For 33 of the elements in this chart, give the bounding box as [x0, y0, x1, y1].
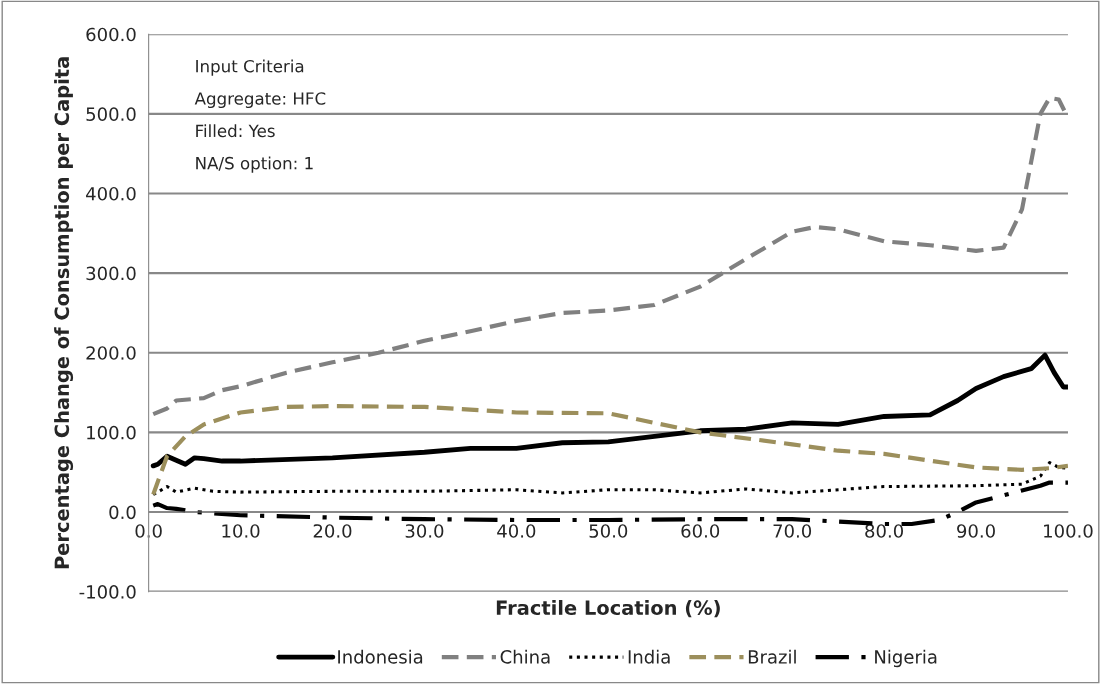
y-tick-label: 500.0	[86, 107, 136, 121]
x-tick-label: 90.0	[957, 524, 995, 538]
line-series	[151, 461, 1068, 497]
x-tick-label: 10.0	[222, 524, 260, 538]
annotation: Filled: Yes	[196, 124, 275, 138]
annotation: NA/S option: 1	[196, 156, 313, 173]
annotation: Input Criteria	[196, 59, 304, 76]
y-tick-label: 400.0	[86, 186, 136, 201]
legend-label: Nigeria	[875, 649, 937, 668]
x-tick-label: 100.0	[1044, 524, 1093, 538]
legend-label: China	[500, 649, 550, 664]
line-series	[150, 352, 1068, 469]
line-series	[151, 404, 1068, 497]
x-tick-label: 40.0	[497, 524, 536, 538]
legend-label: Brazil	[748, 649, 796, 664]
x-tick-label: 30.0	[405, 524, 444, 538]
annotation: Aggregate: HFC	[194, 92, 326, 109]
x-tick-label: 60.0	[681, 524, 720, 538]
y-tick-label: -100.0	[79, 585, 136, 599]
x-tick-label: 0.0	[135, 524, 162, 538]
y-axis-title: Percentage Change of Consumption per Capita	[54, 57, 74, 569]
y-tick-label: 600.0	[86, 27, 136, 42]
x-tick-label: 20.0	[313, 524, 352, 538]
y-tick-label: 0.0	[109, 505, 136, 520]
y-tick-label: 100.0	[87, 425, 136, 440]
legend-label: Indonesia	[338, 649, 423, 664]
x-tick-label: 70.0	[773, 524, 812, 538]
y-tick-label: 300.0	[86, 266, 136, 281]
legend-label: India	[628, 649, 670, 664]
x-tick-label: 50.0	[589, 524, 628, 538]
y-tick-label: 200.0	[86, 346, 136, 360]
x-tick-label: 80.0	[865, 524, 904, 538]
x-axis-title: Fractile Location (%)	[496, 600, 720, 618]
